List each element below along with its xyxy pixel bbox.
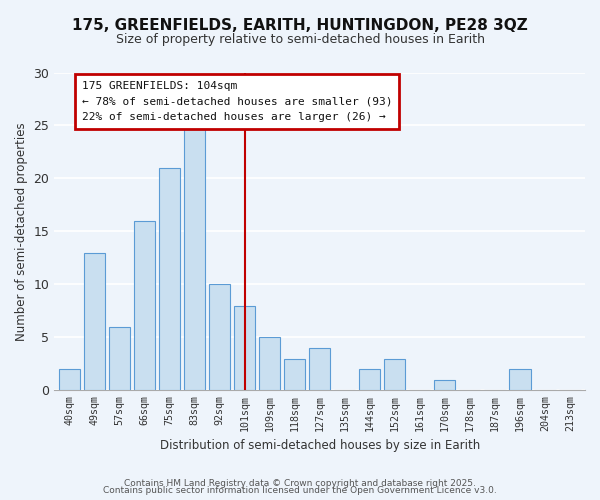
Text: Size of property relative to semi-detached houses in Earith: Size of property relative to semi-detach… — [115, 32, 485, 46]
Bar — [209, 284, 230, 391]
Bar — [359, 369, 380, 390]
Bar — [84, 252, 105, 390]
Bar — [284, 358, 305, 390]
Bar — [309, 348, 330, 391]
Bar — [109, 326, 130, 390]
Text: Contains HM Land Registry data © Crown copyright and database right 2025.: Contains HM Land Registry data © Crown c… — [124, 478, 476, 488]
Bar — [509, 369, 530, 390]
Bar — [134, 221, 155, 390]
Text: 175 GREENFIELDS: 104sqm
← 78% of semi-detached houses are smaller (93)
22% of se: 175 GREENFIELDS: 104sqm ← 78% of semi-de… — [82, 81, 392, 122]
Bar — [384, 358, 406, 390]
Bar — [259, 338, 280, 390]
Bar — [234, 306, 255, 390]
Bar — [434, 380, 455, 390]
X-axis label: Distribution of semi-detached houses by size in Earith: Distribution of semi-detached houses by … — [160, 440, 480, 452]
Text: Contains public sector information licensed under the Open Government Licence v3: Contains public sector information licen… — [103, 486, 497, 495]
Y-axis label: Number of semi-detached properties: Number of semi-detached properties — [15, 122, 28, 340]
Text: 175, GREENFIELDS, EARITH, HUNTINGDON, PE28 3QZ: 175, GREENFIELDS, EARITH, HUNTINGDON, PE… — [72, 18, 528, 32]
Bar — [159, 168, 180, 390]
Bar — [59, 369, 80, 390]
Bar — [184, 126, 205, 390]
